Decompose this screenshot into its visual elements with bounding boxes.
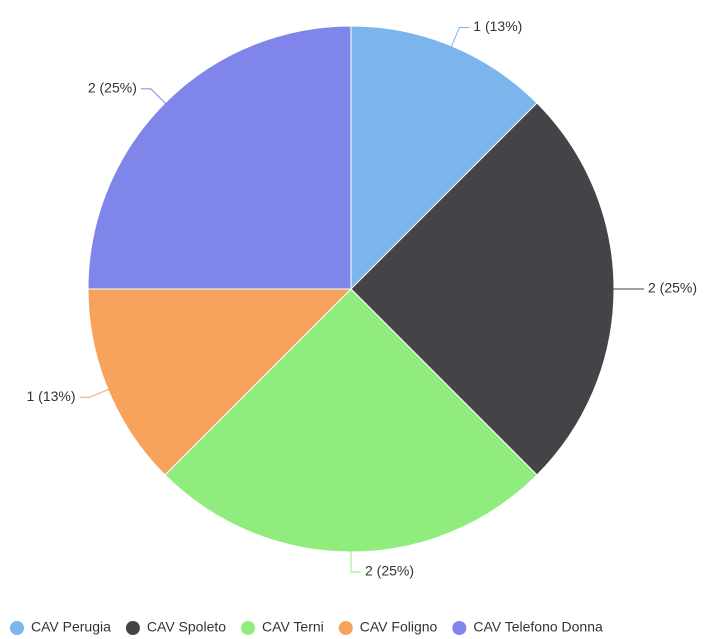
data-label: 2 (25%)	[88, 80, 137, 96]
pie-slice	[87, 25, 352, 290]
legend-label[interactable]: CAV Telefono Donna	[473, 619, 603, 635]
label-connector	[350, 550, 361, 573]
legend-marker	[10, 621, 24, 635]
legend-marker	[125, 621, 140, 635]
label-connector	[79, 388, 111, 398]
data-label: 2 (25%)	[648, 280, 697, 296]
data-label: 2 (25%)	[365, 563, 414, 579]
legend-label[interactable]: CAV Foligno	[360, 619, 438, 635]
legend-marker	[338, 621, 353, 635]
label-connector	[450, 27, 470, 49]
label-connector	[140, 88, 167, 105]
legend-label[interactable]: CAV Spoleto	[147, 619, 226, 635]
legend-label[interactable]: CAV Perugia	[31, 619, 111, 635]
legend-label[interactable]: CAV Terni	[262, 619, 324, 635]
legend-marker	[452, 621, 467, 635]
data-label: 1 (13%)	[27, 388, 76, 404]
legend-marker	[241, 621, 256, 635]
data-label: 1 (13%)	[473, 18, 522, 34]
